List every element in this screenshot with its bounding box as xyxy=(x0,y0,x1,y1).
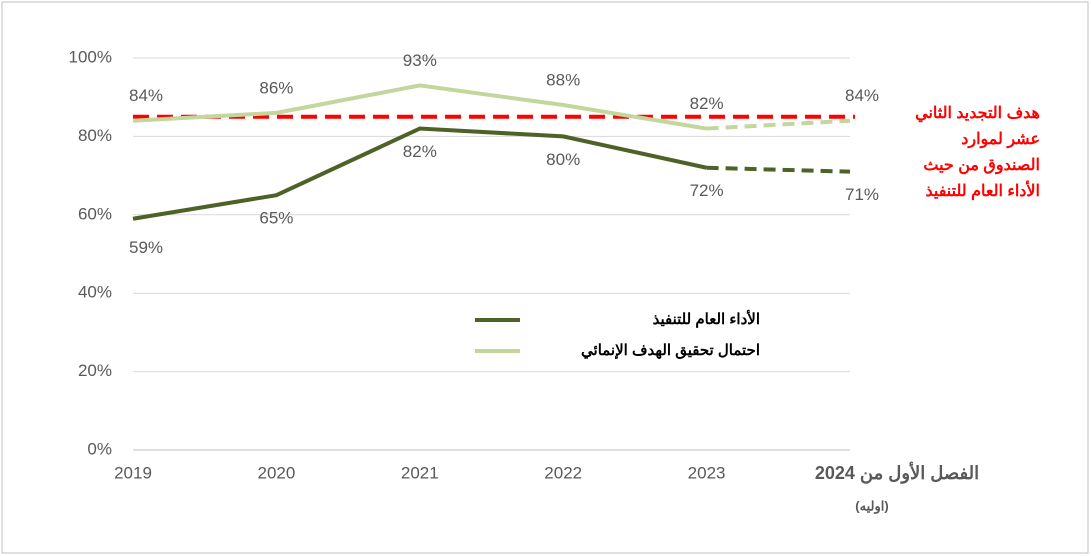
series-line-projected xyxy=(706,118,851,131)
legend-label: احتمال تحقيق الهدف الإنمائي xyxy=(581,342,760,360)
y-tick-label: 80% xyxy=(78,126,112,145)
series-line xyxy=(132,83,707,131)
legend-box xyxy=(468,298,800,364)
data-label: 65% xyxy=(259,209,293,228)
target-label: عشر لموارد xyxy=(961,131,1040,149)
target-label: هدف التجديد الثاني xyxy=(915,105,1040,123)
data-label: 84% xyxy=(845,86,879,105)
data-label: 80% xyxy=(546,150,580,169)
data-label: 71% xyxy=(845,185,879,204)
data-label: 88% xyxy=(546,71,580,90)
y-tick-label: 40% xyxy=(78,283,112,302)
x-tick-label: 2022 xyxy=(544,463,582,482)
target-label: الصندوق من حيث xyxy=(923,157,1040,175)
x-tick-label: 2023 xyxy=(688,463,726,482)
y-tick-label: 100% xyxy=(69,47,112,66)
x-tick-label: 2020 xyxy=(257,463,295,482)
target-label: الأداء العام للتنفيذ xyxy=(925,180,1040,201)
data-label: 82% xyxy=(403,142,437,161)
data-label: 82% xyxy=(690,94,724,113)
data-label: 72% xyxy=(690,181,724,200)
series-line-projected xyxy=(706,165,851,174)
data-label: 86% xyxy=(259,78,293,97)
x-tick-label: الفصل الأول من 2024 xyxy=(815,461,979,484)
x-tick-note: (اوليه) xyxy=(855,498,888,514)
x-tick-label: 2021 xyxy=(401,463,439,482)
y-tick-label: 20% xyxy=(78,361,112,380)
legend-label: الأداء العام للتنفيذ xyxy=(653,309,760,328)
y-tick-label: 60% xyxy=(78,204,112,223)
data-label: 93% xyxy=(403,51,437,70)
data-label: 84% xyxy=(129,86,163,105)
y-tick-label: 0% xyxy=(87,439,112,458)
data-label: 59% xyxy=(129,238,163,257)
series-line xyxy=(132,126,708,221)
x-tick-label: 2019 xyxy=(114,463,152,482)
